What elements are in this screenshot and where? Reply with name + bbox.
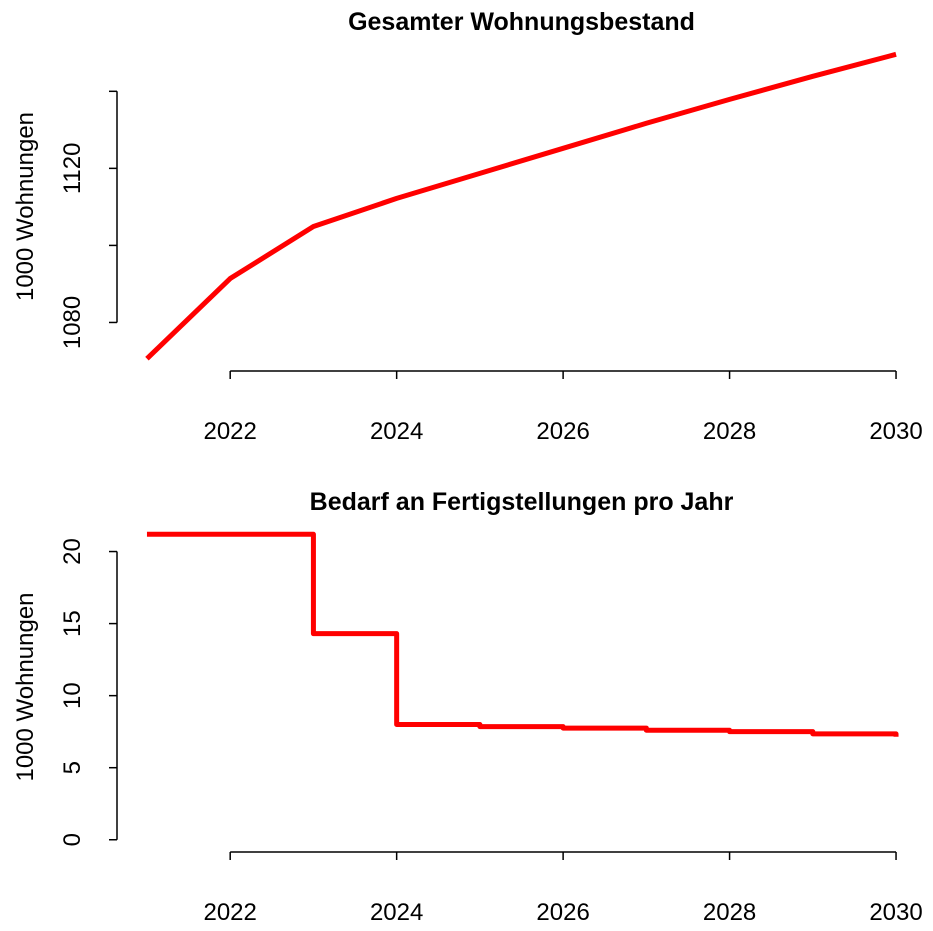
y-tick-label: 1120	[59, 143, 86, 195]
chart-title: Bedarf an Fertigstellungen pro Jahr	[310, 488, 734, 516]
x-tick-label: 2026	[536, 899, 589, 926]
x-tick-label: 2028	[703, 418, 756, 445]
x-tick-label: 2028	[703, 899, 756, 926]
x-tick-label: 2026	[536, 418, 589, 445]
y-axis-label: 1000 Wohnungen	[12, 112, 39, 301]
y-tick-label: 20	[59, 538, 86, 565]
x-tick-label: 2030	[869, 418, 922, 445]
x-tick-label: 2022	[203, 418, 256, 445]
y-tick-label: 5	[59, 761, 86, 774]
chart-title: Gesamter Wohnungsbestand	[348, 8, 695, 36]
y-tick-label: 10	[59, 682, 86, 709]
x-tick-label: 2022	[203, 899, 256, 926]
y-tick-label: 1080	[59, 296, 86, 349]
x-tick-label: 2024	[370, 418, 423, 445]
y-axis-label: 1000 Wohnungen	[12, 592, 39, 781]
x-tick-label: 2024	[370, 899, 423, 926]
y-tick-label: 15	[59, 610, 86, 637]
data-line	[145, 51, 897, 361]
x-tick-label: 2030	[869, 899, 922, 926]
y-tick-label: 0	[59, 833, 86, 846]
data-line	[146, 531, 899, 737]
